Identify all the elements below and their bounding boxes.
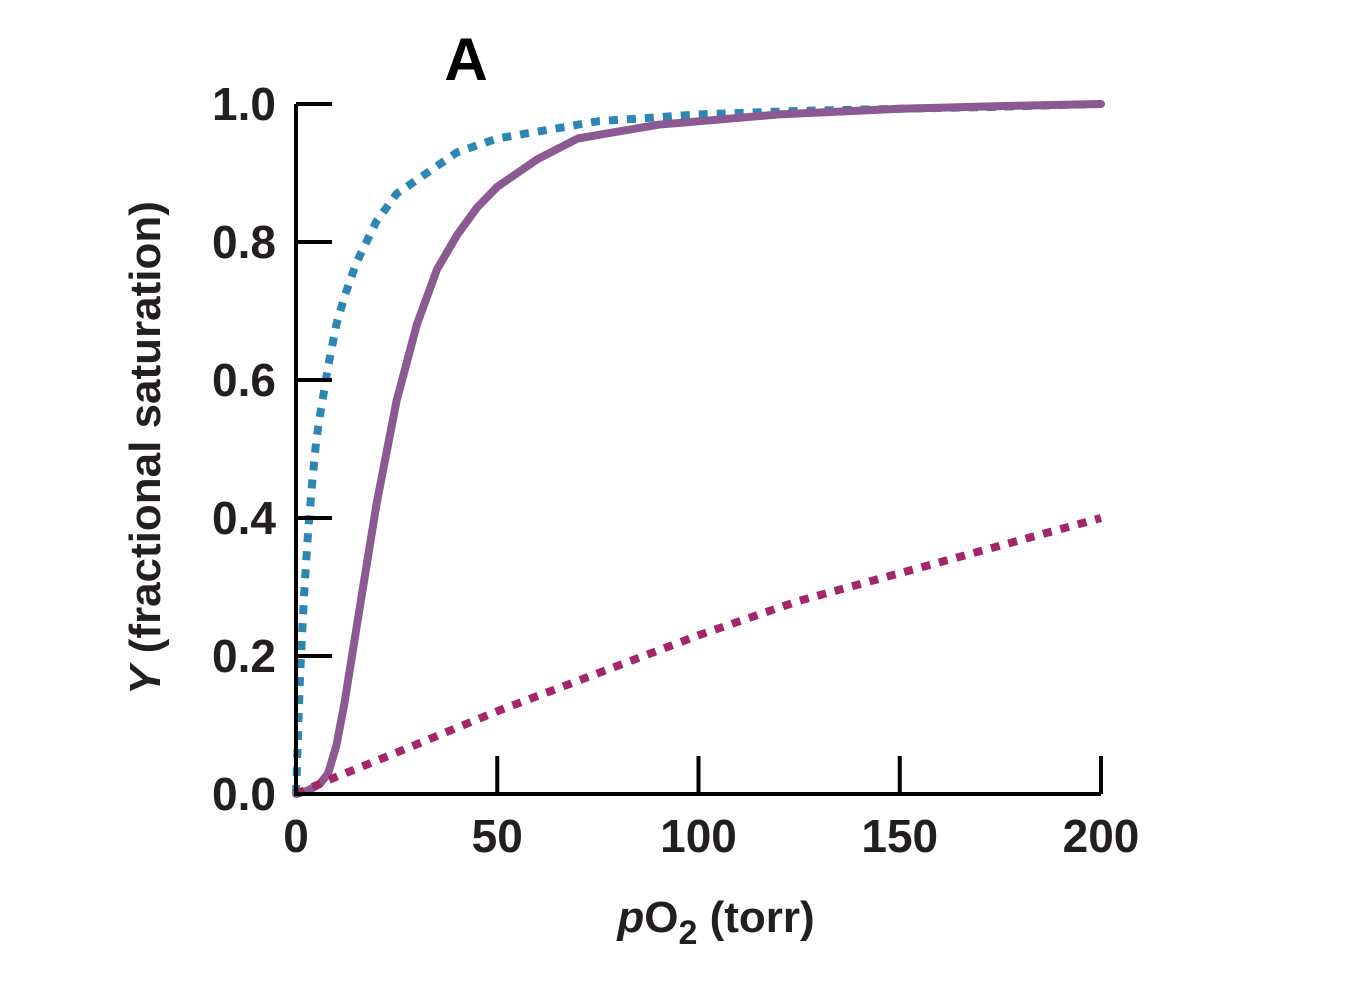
x-axis-title-subscript: 2	[678, 914, 697, 952]
y-tick-label: 0.4	[212, 492, 276, 544]
x-axis-title-italic: p	[616, 893, 644, 942]
series-line-3	[294, 514, 1103, 798]
x-tick-label: 150	[861, 810, 938, 862]
panel-label: A	[444, 26, 487, 93]
x-tick-label: 50	[472, 810, 523, 862]
series-line-2	[292, 100, 1105, 798]
x-tick-label: 200	[1063, 810, 1140, 862]
y-axis-title-italic: Y	[121, 662, 170, 695]
y-tick-label: 0.8	[212, 216, 276, 268]
y-tick-label: 0.6	[212, 354, 276, 406]
x-axis-title-rest: (torr)	[697, 893, 814, 942]
y-axis-title-rest: (fractional saturation)	[121, 201, 170, 666]
x-axis-ticks: 0 50 100 150 200	[283, 756, 1139, 862]
series-line-1	[292, 100, 1102, 795]
y-axis-ticks: 0.0 0.2 0.4 0.6 0.8 1.0	[212, 78, 332, 820]
x-tick-label: 0	[283, 810, 309, 862]
y-tick-label: 1.0	[212, 78, 276, 130]
x-tick-label: 100	[660, 810, 737, 862]
plot-area	[292, 100, 1105, 798]
y-tick-label: 0.2	[212, 630, 276, 682]
x-axis-title-main: O	[644, 893, 678, 942]
y-tick-label: 0.0	[212, 768, 276, 820]
y-axis-title: Y (fractional saturation)	[121, 201, 170, 695]
x-axis-title: pO2 (torr)	[616, 893, 814, 952]
